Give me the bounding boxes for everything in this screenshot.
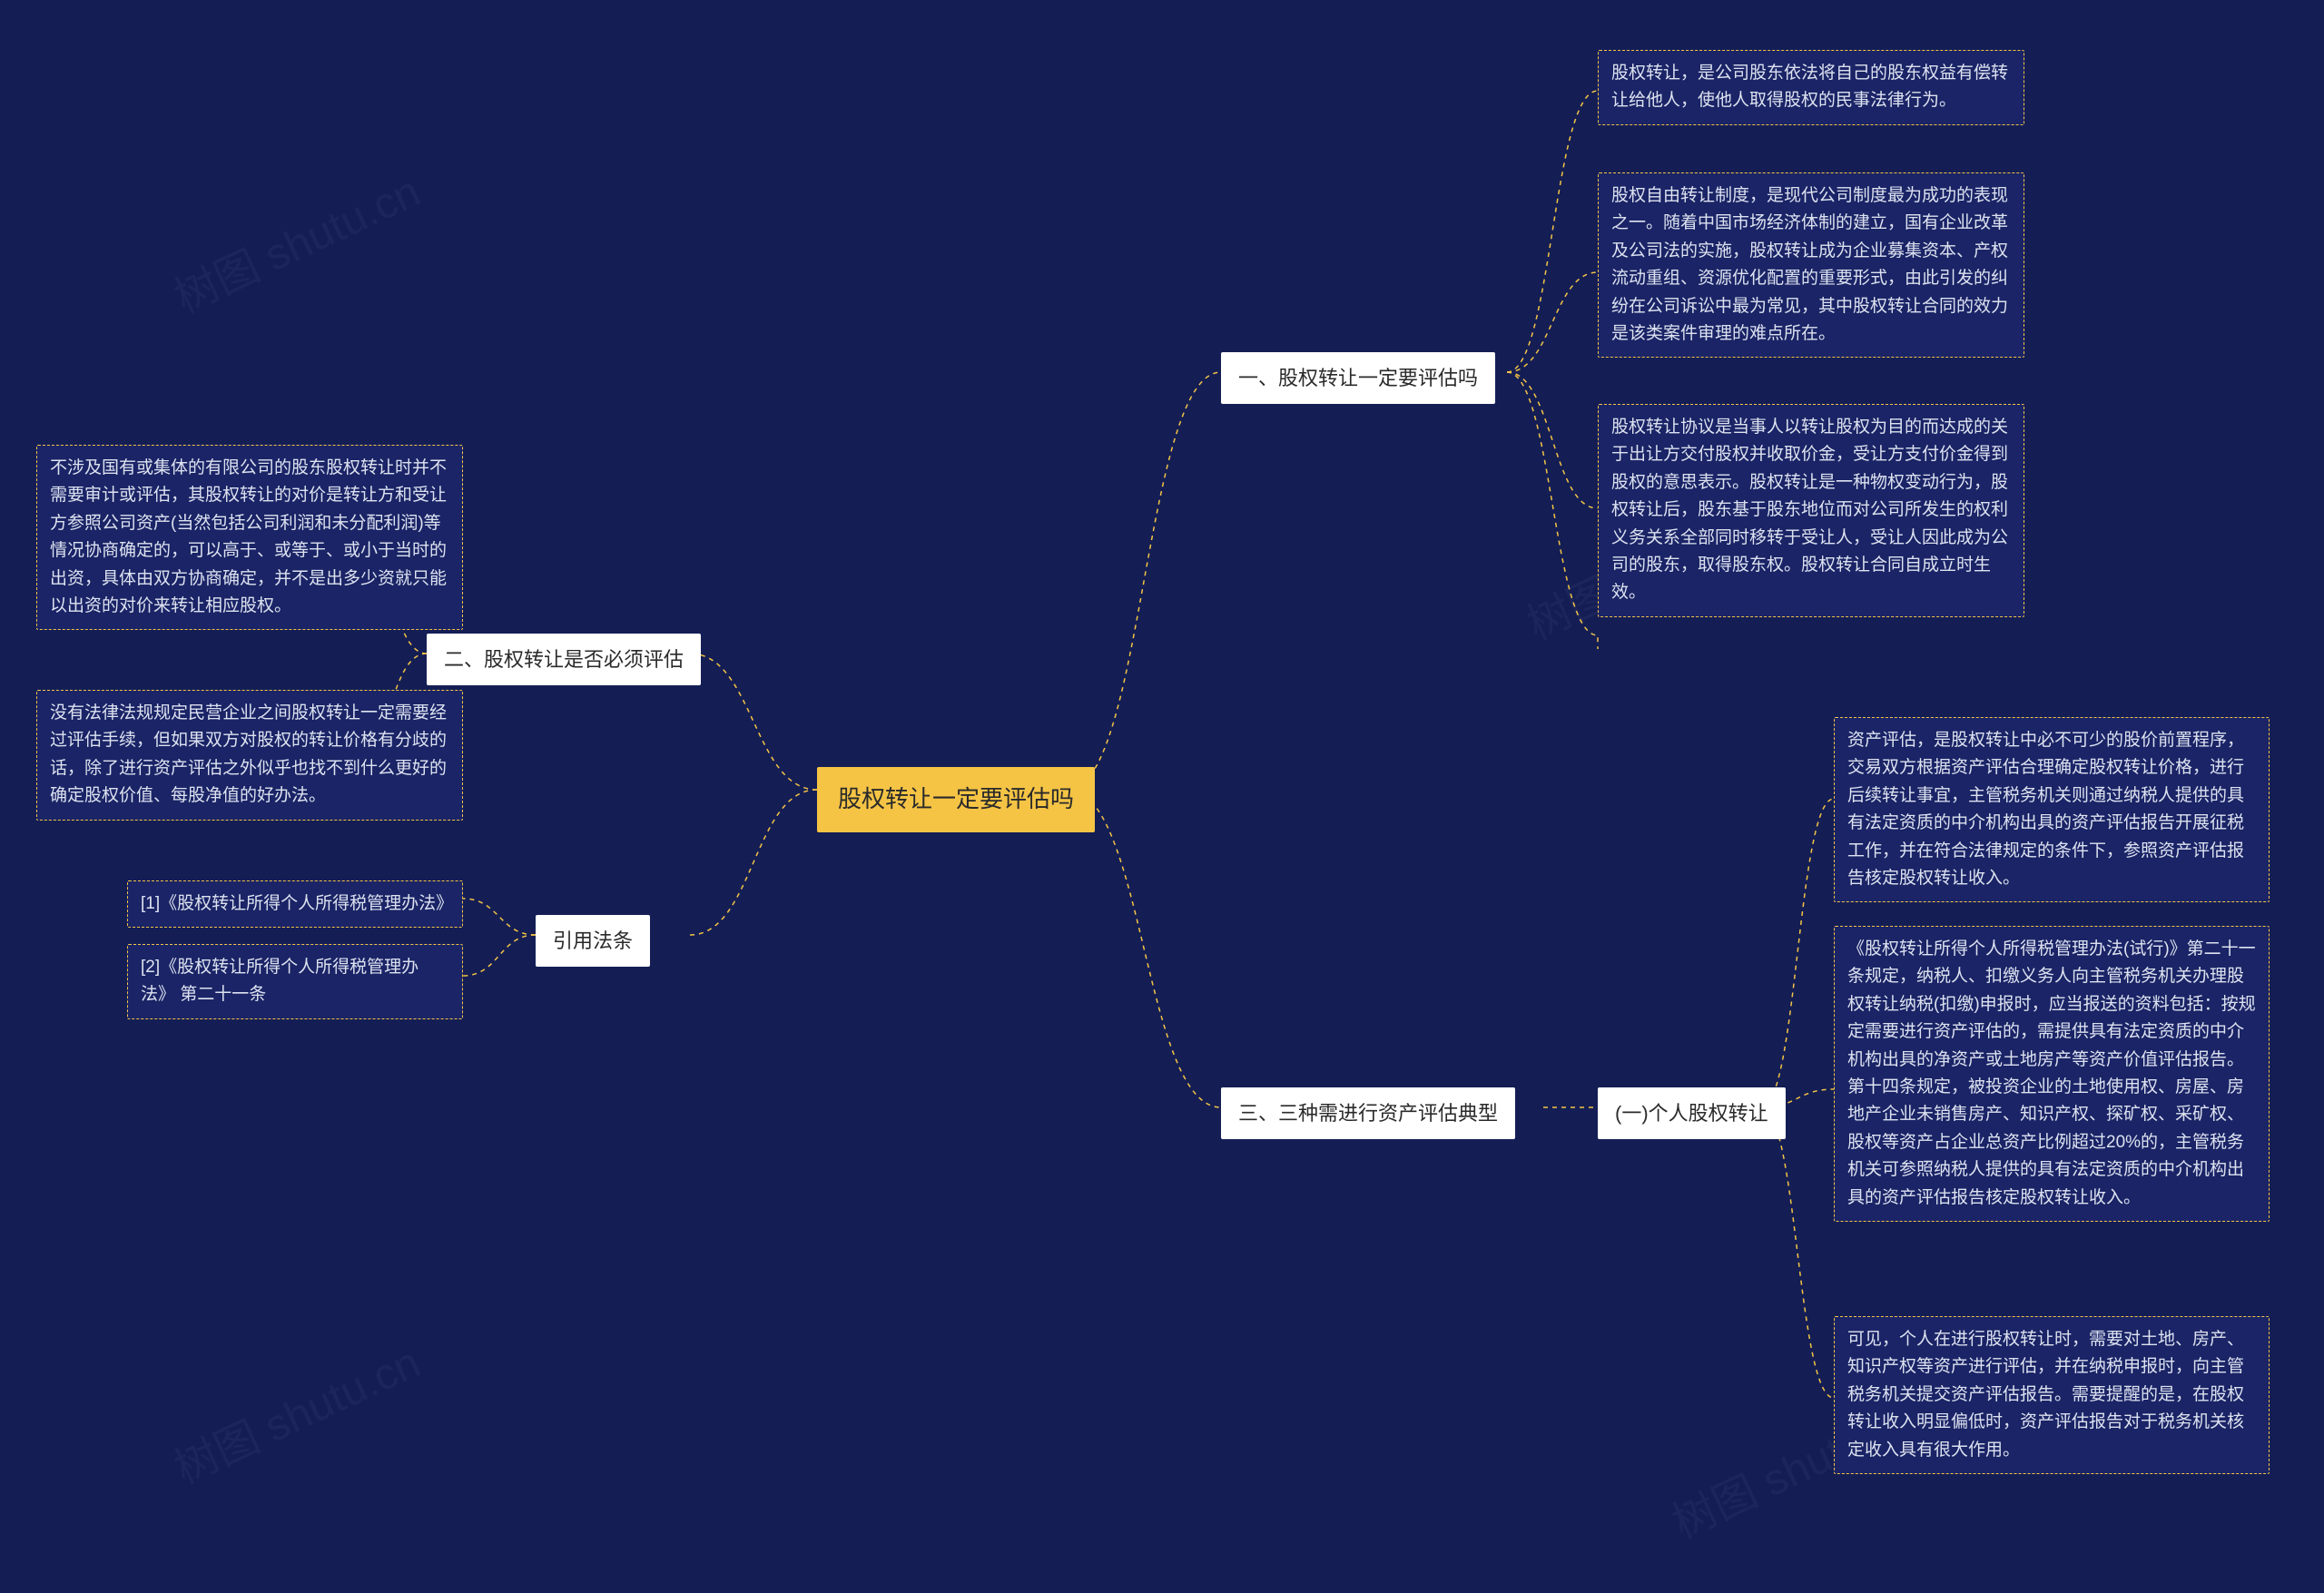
leaf-3a: 资产评估，是股权转让中必不可少的股价前置程序，交易双方根据资产评估合理确定股权转… [1834, 717, 2270, 902]
branch-2: 二、股权转让是否必须评估 [427, 634, 701, 685]
leaf-2a: 不涉及国有或集体的有限公司的股东股权转让时并不需要审计或评估，其股权转让的对价是… [36, 445, 463, 630]
watermark: 树图 shutu.cn [162, 1327, 428, 1496]
leaf-2b: 没有法律法规规定民营企业之间股权转让一定需要经过评估手续，但如果双方对股权的转让… [36, 690, 463, 821]
leaf-4b: [2]《股权转让所得个人所得税管理办法》 第二十一条 [127, 944, 463, 1019]
leaf-4a: [1]《股权转让所得个人所得税管理办法》 [127, 880, 463, 928]
leaf-3c: 可见，个人在进行股权转让时，需要对土地、房产、知识产权等资产进行评估，并在纳税申… [1834, 1316, 2270, 1474]
leaf-1b: 股权自由转让制度，是现代公司制度最为成功的表现之一。随着中国市场经济体制的建立，… [1598, 172, 2024, 358]
branch-4: 引用法条 [536, 915, 650, 967]
watermark: 树图 shutu.cn [162, 156, 428, 325]
branch-3: 三、三种需进行资产评估典型 [1221, 1087, 1515, 1139]
center-node: 股权转让一定要评估吗 [817, 767, 1095, 832]
branch-1: 一、股权转让一定要评估吗 [1221, 352, 1495, 404]
leaf-1a: 股权转让，是公司股东依法将自己的股东权益有偿转让给他人，使他人取得股权的民事法律… [1598, 50, 2024, 125]
leaf-1c: 股权转让协议是当事人以转让股权为目的而达成的关于出让方交付股权并收取价金，受让方… [1598, 404, 2024, 617]
leaf-3b: 《股权转让所得个人所得税管理办法(试行)》第二十一条规定，纳税人、扣缴义务人向主… [1834, 926, 2270, 1222]
branch-3-sub: (一)个人股权转让 [1598, 1087, 1786, 1139]
